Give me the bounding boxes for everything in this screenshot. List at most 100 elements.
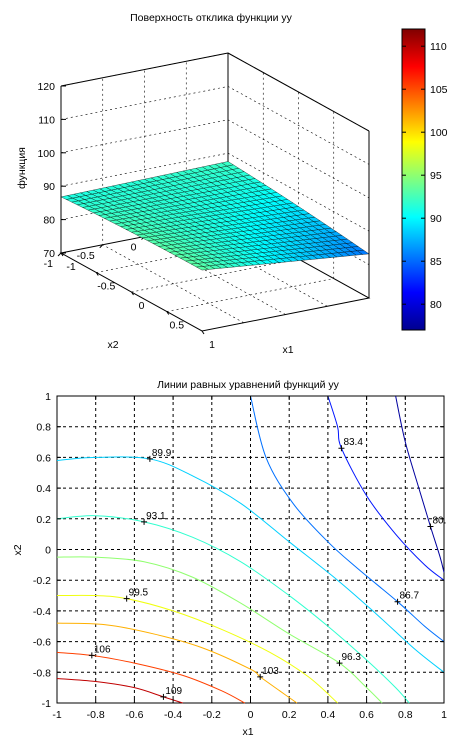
x-tick-label: 0 [248, 709, 254, 721]
x-tick-label: 0.4 [321, 709, 336, 721]
surface-gridline [60, 119, 370, 199]
colorbar-ticks: 80 85 90 95 100 105 110 [402, 41, 448, 311]
surface-x2-label: x2 [107, 339, 118, 351]
contour-label: 86.7 [400, 591, 420, 602]
colorbar-tick-label: 105 [430, 84, 448, 96]
x-tick-label: -0.8 [87, 709, 105, 721]
x-tick-label: -0.2 [203, 709, 221, 721]
y-tick-label: 0.8 [36, 422, 51, 434]
x-tick-label: 0.2 [282, 709, 297, 721]
contour-label-marker [88, 652, 95, 659]
x1-tick-label: 0 [139, 300, 145, 312]
y-tick-label: 1 [45, 391, 51, 403]
surface-gridline [166, 111, 335, 312]
contour-label-marker [141, 518, 148, 525]
z-tick-label: 90 [43, 181, 55, 193]
contour-label: 96.3 [342, 652, 362, 663]
contour-label: 89.9 [152, 448, 172, 459]
surface-x1-label: x1 [282, 344, 293, 356]
surface-patch [196, 266, 209, 271]
contour-line [56, 677, 183, 704]
contour-line [56, 456, 445, 673]
contour-label-marker [336, 660, 343, 667]
contour-label: 106 [94, 644, 111, 655]
surface-title: Поверхность отклика функции yy [130, 12, 293, 24]
colorbar-tick-label: 100 [430, 127, 448, 139]
surface-mesh [60, 161, 370, 271]
x2-tick [99, 244, 104, 249]
y-tick-label: 0.2 [36, 514, 51, 526]
contour-line [250, 395, 445, 642]
x1-tick [131, 291, 134, 296]
contour-title: Линии равных уравнений функций yy [157, 379, 340, 391]
x2-tick-label: -1 [44, 258, 53, 270]
surface-gridline [60, 152, 370, 232]
surface-gridline [60, 86, 370, 165]
contour-label-marker [338, 445, 345, 452]
contour-label: 103 [262, 666, 279, 677]
surface-z-ticks: 70 80 90 100 110 120 [37, 81, 66, 260]
colorbar-gradient [401, 28, 426, 331]
contour-labels: 80. 83.4 86.7 89.9 93.1 96.3 99.5 103 106 109 [88, 437, 446, 700]
x-tick-label: -0.4 [164, 709, 182, 721]
x1-tick-label: -1 [66, 261, 75, 273]
surface-plot: Поверхность отклика функции yy 708090100… [16, 12, 371, 356]
contour-label-marker [427, 523, 434, 530]
contour-lines [56, 395, 445, 704]
x-tick-label: 1 [441, 709, 447, 721]
surface-gridline [60, 52, 370, 132]
contour-label: 93.1 [146, 511, 166, 522]
contour-line [327, 395, 445, 581]
contour-x-label: x1 [242, 726, 253, 738]
x-tick-label: 0.6 [359, 709, 374, 721]
contour-label: 109 [165, 686, 182, 697]
surface-z-label: функция [16, 147, 28, 189]
y-tick-label: 0 [45, 545, 51, 557]
x1-tick-label: 1 [209, 339, 215, 351]
contour-line [56, 594, 338, 704]
y-tick-label: -1 [42, 698, 51, 710]
y-tick-label: -0.8 [33, 667, 51, 679]
colorbar: 80 85 90 95 100 105 110 [401, 28, 448, 331]
y-tick-label: -0.2 [33, 575, 51, 587]
x1-tick [201, 330, 205, 335]
z-tick-label: 70 [43, 248, 55, 260]
colorbar-tick-label: 90 [430, 213, 442, 225]
x1-tick-label: -0.5 [97, 281, 115, 293]
x1-tick [95, 272, 99, 276]
contour-label-marker [394, 598, 401, 605]
contour-line [56, 651, 245, 704]
surface-x1-ticks: -1-0.500.51 [60, 252, 215, 351]
colorbar-tick-label: 85 [430, 256, 442, 268]
contour-grid [57, 396, 444, 703]
x-tick-label: -1 [52, 709, 61, 721]
contour-label-marker [257, 673, 264, 680]
z-tick-label: 80 [43, 215, 55, 227]
contour-ticks: -1 -0.8 -0.6 -0.4 -0.2 0 0.2 0.4 0.6 0.8 1 -1 -0.8 -0… [33, 391, 447, 721]
x2-tick [57, 252, 62, 257]
z-tick-label: 100 [37, 148, 55, 160]
x-tick-label: 0.8 [398, 709, 413, 721]
x1-tick [166, 311, 170, 315]
contour-label: 83.4 [343, 437, 363, 448]
y-tick-label: -0.4 [33, 606, 51, 618]
colorbar-tick-label: 80 [430, 299, 442, 311]
z-tick-label: 120 [37, 81, 55, 93]
contour-label: 80. [432, 515, 446, 526]
contour-label-marker [146, 455, 153, 462]
colorbar-tick-label: 95 [430, 170, 442, 182]
colorbar-tick-label: 110 [430, 41, 447, 53]
contour-label-marker [123, 595, 130, 602]
x1-tick-label: 0.5 [169, 320, 184, 332]
x2-tick-label: -0.5 [77, 250, 95, 262]
contour-label: 99.5 [129, 588, 149, 599]
y-tick-label: 0.6 [36, 452, 51, 464]
y-tick-label: 0.4 [36, 483, 51, 495]
contour-line [56, 515, 410, 704]
y-tick-label: -0.6 [33, 637, 51, 649]
contour-y-label: x2 [12, 544, 24, 555]
x2-tick-label: 0 [131, 242, 137, 254]
contour-line [395, 395, 445, 573]
x1-tick [60, 252, 64, 257]
